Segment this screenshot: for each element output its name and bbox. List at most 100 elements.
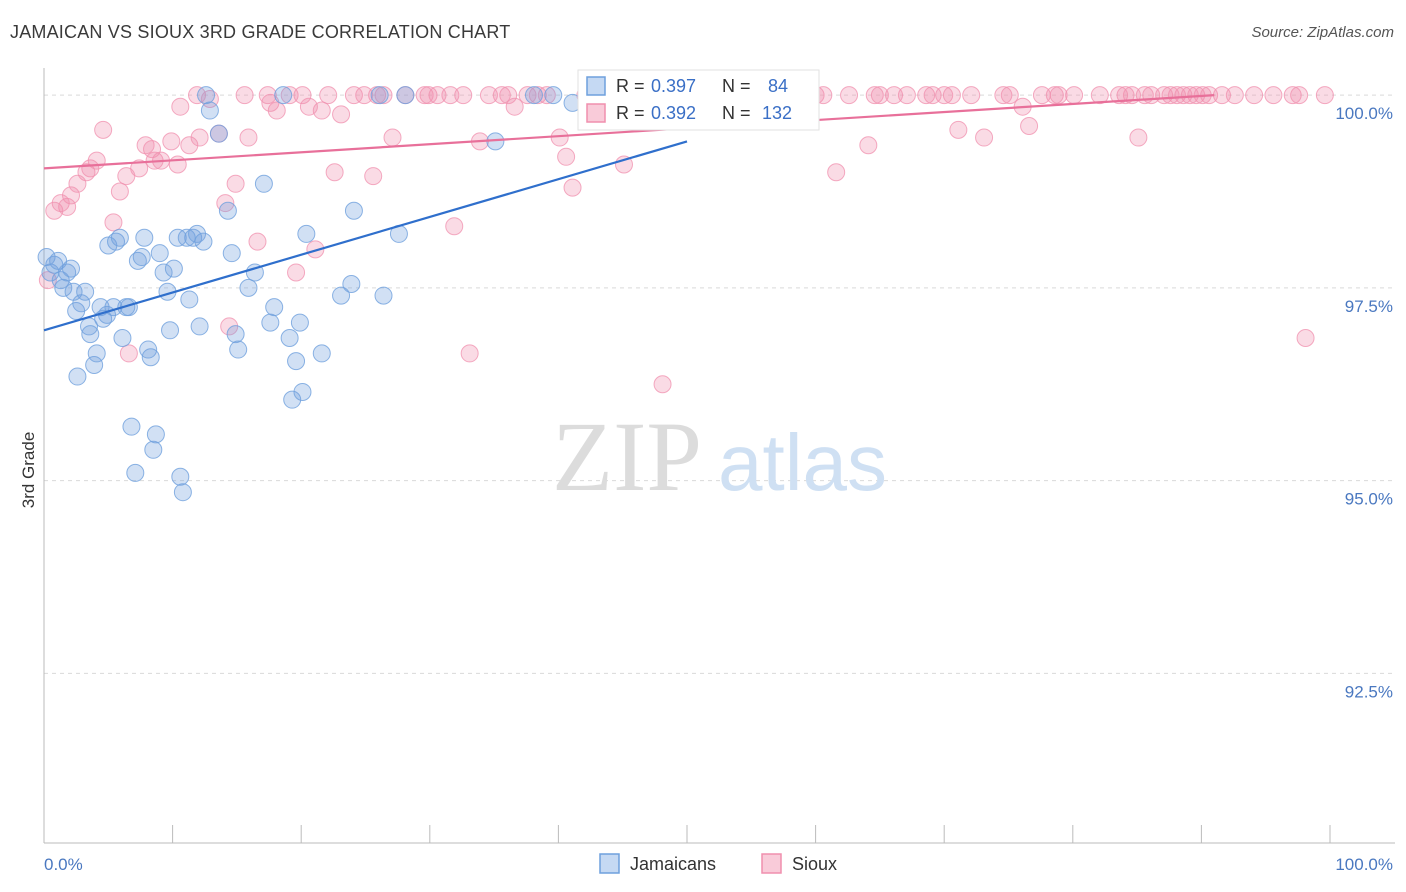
legend-swatch-sioux — [586, 103, 606, 123]
jamaicans-point-63 — [280, 328, 299, 347]
sioux-point-28 — [220, 317, 239, 336]
watermark-zip: ZIP — [552, 401, 702, 512]
sioux-point-132 — [870, 86, 889, 105]
jamaicans-point-49 — [194, 232, 213, 251]
sioux-point-116 — [1167, 86, 1186, 105]
jamaicans-point-42 — [171, 467, 190, 486]
legend-n-label-sioux: N = — [722, 103, 751, 123]
sioux-point-22 — [180, 136, 199, 155]
jamaicans-point-70 — [332, 286, 351, 305]
sioux-point-115 — [1161, 86, 1180, 105]
sioux-point-105 — [1049, 86, 1068, 105]
sioux-point-89 — [859, 136, 878, 155]
sioux-point-30 — [235, 86, 254, 105]
legend: R = 0.397 N = 84 R = 0.392 N = 132 — [577, 69, 820, 131]
sioux-point-65 — [528, 86, 547, 105]
sioux-point-45 — [344, 86, 363, 105]
legend-r-label-sioux: R = — [616, 103, 645, 123]
sioux-point-100 — [1000, 86, 1019, 105]
sioux-point-10 — [104, 213, 123, 232]
sioux-trend-line — [43, 94, 1215, 170]
jamaicans-point-28 — [126, 463, 145, 482]
sioux-point-97 — [962, 86, 981, 105]
sioux-point-46 — [355, 86, 374, 105]
jamaicans-point-56 — [229, 340, 248, 359]
sioux-point-40 — [306, 240, 325, 259]
jamaicans-points — [37, 86, 666, 502]
sioux-point-69 — [563, 178, 582, 197]
sioux-point-57 — [454, 86, 473, 105]
legend-r-jamaicans: 0.397 — [651, 76, 696, 96]
jamaicans-point-54 — [222, 244, 241, 263]
sioux-point-47 — [364, 167, 383, 186]
sioux-point-4 — [62, 186, 81, 205]
sioux-point-88 — [840, 86, 859, 105]
sioux-point-63 — [505, 97, 524, 116]
sioux-point-123 — [1225, 86, 1244, 105]
x-tick-label-0: 0.0% — [44, 855, 83, 874]
sioux-point-127 — [1290, 86, 1309, 105]
sioux-point-38 — [293, 86, 312, 105]
bottom-legend-swatch-jamaicans — [599, 853, 620, 874]
sioux-point-107 — [1090, 86, 1109, 105]
sioux-point-29 — [226, 174, 245, 193]
y-tick-label-0: 100.0% — [1335, 104, 1393, 123]
y-tick-label-3: 92.5% — [1345, 682, 1393, 701]
legend-n-jamaicans: 84 — [768, 76, 788, 96]
jamaicans-point-62 — [274, 86, 293, 105]
jamaicans-point-0 — [37, 248, 56, 267]
jamaicans-point-60 — [261, 313, 280, 332]
jamaicans-point-16 — [87, 344, 106, 363]
legend-n-label-jamaicans: N = — [722, 76, 751, 96]
sioux-point-44 — [332, 105, 351, 124]
jamaicans-point-7 — [62, 259, 81, 278]
sioux-point-77 — [653, 375, 672, 394]
jamaicans-point-76 — [396, 86, 415, 105]
sioux-point-125 — [1264, 86, 1283, 105]
jamaicans-point-43 — [173, 483, 192, 502]
jamaicans-point-11 — [72, 294, 91, 313]
sioux-point-11 — [110, 182, 129, 201]
sioux-point-14 — [130, 159, 149, 178]
sioux-point-24 — [190, 128, 209, 147]
jamaicans-point-14 — [81, 325, 100, 344]
sioux-point-60 — [479, 86, 498, 105]
jamaicans-point-10 — [68, 367, 87, 386]
sioux-point-49 — [374, 86, 393, 105]
sioux-point-37 — [287, 263, 306, 282]
jamaicans-point-79 — [544, 86, 563, 105]
sioux-point-96 — [949, 120, 968, 139]
sioux-point-128 — [1296, 328, 1315, 347]
sioux-point-68 — [557, 147, 576, 166]
jamaicans-point-48 — [190, 317, 209, 336]
sioux-point-126 — [1283, 86, 1302, 105]
jamaicans-trend-line — [43, 140, 688, 332]
jamaicans-point-31 — [135, 228, 154, 247]
jamaicans-point-27 — [122, 417, 141, 436]
sioux-point-117 — [1174, 86, 1193, 105]
jamaicans-point-5 — [54, 278, 73, 297]
sioux-point-52 — [415, 86, 434, 105]
jamaicans-point-50 — [197, 86, 216, 105]
jamaicans-point-30 — [132, 248, 151, 267]
jamaicans-point-45 — [180, 290, 199, 309]
jamaicans-point-68 — [297, 224, 316, 243]
legend-r-label-jamaicans: R = — [616, 76, 645, 96]
sioux-point-56 — [445, 217, 464, 236]
sioux-point-50 — [383, 128, 402, 147]
jamaicans-point-55 — [226, 325, 245, 344]
sioux-point-32 — [248, 232, 267, 251]
sioux-point-41 — [312, 101, 331, 120]
jamaicans-point-66 — [290, 313, 309, 332]
sioux-point-106 — [1065, 86, 1084, 105]
sioux-point-62 — [499, 86, 518, 105]
jamaicans-point-39 — [161, 321, 180, 340]
sioux-point-111 — [1129, 128, 1148, 147]
sioux-point-102 — [1020, 116, 1039, 135]
jamaicans-point-69 — [312, 344, 331, 363]
legend-r-sioux: 0.392 — [651, 103, 696, 123]
watermark: ZIP atlas — [552, 401, 887, 512]
jamaicans-point-47 — [188, 224, 207, 243]
jamaicans-point-65 — [287, 352, 306, 371]
